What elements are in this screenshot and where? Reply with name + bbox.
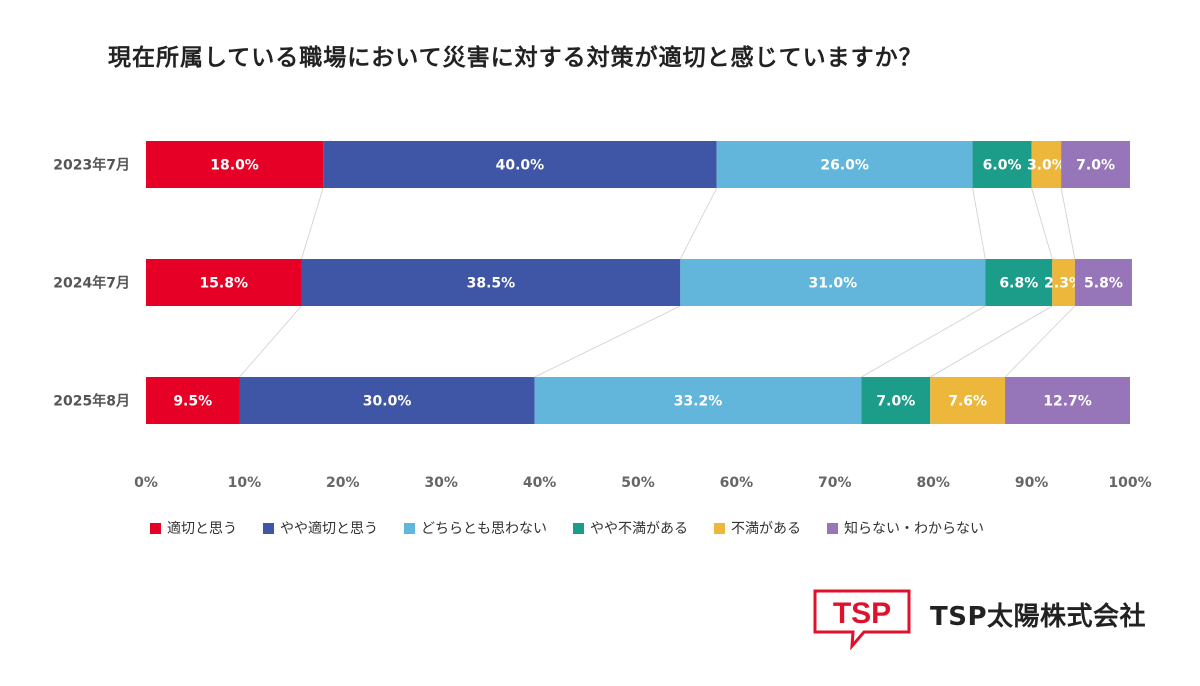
bar-segment	[146, 259, 302, 306]
speech-bubble-logo-icon: TSP	[813, 589, 911, 651]
connector-line	[930, 305, 1053, 378]
legend-label: 適切と思う	[167, 521, 237, 537]
bar-segment	[323, 141, 717, 188]
legend-item: やや不満がある	[573, 518, 688, 538]
brand-logo-text: TSP	[833, 597, 891, 630]
bar-segment	[146, 377, 240, 424]
x-tick-label: 70%	[818, 475, 852, 491]
data-label: 5.8%	[1084, 276, 1123, 292]
x-tick-label: 30%	[424, 475, 458, 491]
category-label: 2023年7月	[53, 157, 130, 174]
data-label: 6.8%	[999, 276, 1038, 292]
data-label: 26.0%	[820, 158, 869, 174]
data-label: 9.5%	[173, 394, 212, 410]
brand-name: TSP太陽株式会社	[930, 602, 1147, 632]
stacked-bar-chart: 2023年7月 18.0% 40.0% 26.0% 6.0% 3.0% 7.0% 2024年7…	[53, 141, 1152, 491]
data-label: 31.0%	[809, 276, 858, 292]
connector-line	[1060, 187, 1076, 260]
data-label: 15.8%	[199, 276, 248, 292]
connector-line	[679, 187, 718, 260]
data-label: 7.0%	[1076, 158, 1115, 174]
x-tick-label: 0%	[134, 475, 158, 491]
brand: TSP TSP太陽株式会社	[812, 588, 1147, 651]
data-label: 2.3%	[1044, 276, 1083, 292]
x-tick-label: 20%	[326, 475, 360, 491]
bar-segment	[301, 259, 681, 306]
legend-label: やや適切と思う	[280, 521, 378, 537]
legend-swatch	[404, 522, 415, 534]
x-tick-label: 60%	[720, 475, 754, 491]
bar-segment	[1031, 141, 1062, 188]
bar-segment	[680, 259, 986, 306]
bar-segment	[930, 377, 1006, 424]
data-label: 12.7%	[1043, 394, 1092, 410]
bar-segment	[972, 141, 1032, 188]
data-label: 7.0%	[876, 394, 915, 410]
data-label: 7.6%	[948, 394, 987, 410]
legend-item: やや適切と思う	[263, 518, 378, 538]
bar-segment	[1061, 141, 1130, 188]
bar-segment	[716, 141, 973, 188]
bar-segment	[985, 259, 1053, 306]
data-label: 38.5%	[467, 276, 516, 292]
chart-title: 現在所属している職場において災害に対する対策が適切と感じていますか？	[108, 45, 923, 71]
connector-line	[1031, 187, 1053, 260]
x-tick-label: 10%	[228, 475, 262, 491]
legend-label: 知らない・わからない	[844, 521, 984, 537]
x-tick-label: 90%	[1015, 475, 1049, 491]
data-label: 3.0%	[1027, 158, 1066, 174]
x-tick-label: 40%	[523, 475, 557, 491]
bar-segment	[534, 377, 862, 424]
data-label: 30.0%	[363, 394, 412, 410]
connector-line	[861, 305, 986, 378]
x-tick-label: 50%	[621, 475, 655, 491]
bar-segment	[146, 141, 324, 188]
data-label: 40.0%	[496, 158, 545, 174]
connector-line	[301, 187, 324, 260]
connector-line	[1004, 305, 1076, 378]
legend-item: どちらとも思わない	[404, 518, 547, 538]
legend-item: 適切と思う	[150, 518, 237, 538]
category-label: 2024年7月	[53, 275, 130, 292]
connector-line	[239, 305, 302, 378]
connector-line	[534, 305, 681, 378]
x-tick-label: 80%	[916, 475, 950, 491]
bar-segment	[1074, 259, 1132, 306]
bar-segment	[1052, 259, 1075, 306]
data-label: 18.0%	[210, 158, 259, 174]
connector-line	[972, 187, 986, 260]
data-label: 6.0%	[983, 158, 1022, 174]
bar-segment	[239, 377, 535, 424]
bar-segment	[1005, 377, 1130, 424]
legend-label: やや不満がある	[590, 521, 688, 537]
legend: 適切と思う やや適切と思う どちらとも思わない やや不満がある 不満がある 知らない・わか…	[150, 516, 984, 540]
x-tick-label: 100%	[1108, 475, 1151, 491]
legend-item: 不満がある	[714, 518, 801, 538]
legend-swatch	[827, 522, 838, 534]
legend-label: 不満がある	[731, 521, 801, 537]
category-label: 2025年8月	[53, 393, 130, 410]
bar-segment	[861, 377, 931, 424]
legend-label: どちらとも思わない	[421, 521, 547, 537]
brand-logo: TSP	[812, 588, 912, 651]
legend-swatch	[150, 522, 161, 534]
legend-swatch	[573, 522, 584, 534]
legend-swatch	[263, 522, 274, 534]
legend-item: 知らない・わからない	[827, 518, 984, 538]
legend-swatch	[714, 522, 725, 534]
data-label: 33.2%	[674, 394, 723, 410]
